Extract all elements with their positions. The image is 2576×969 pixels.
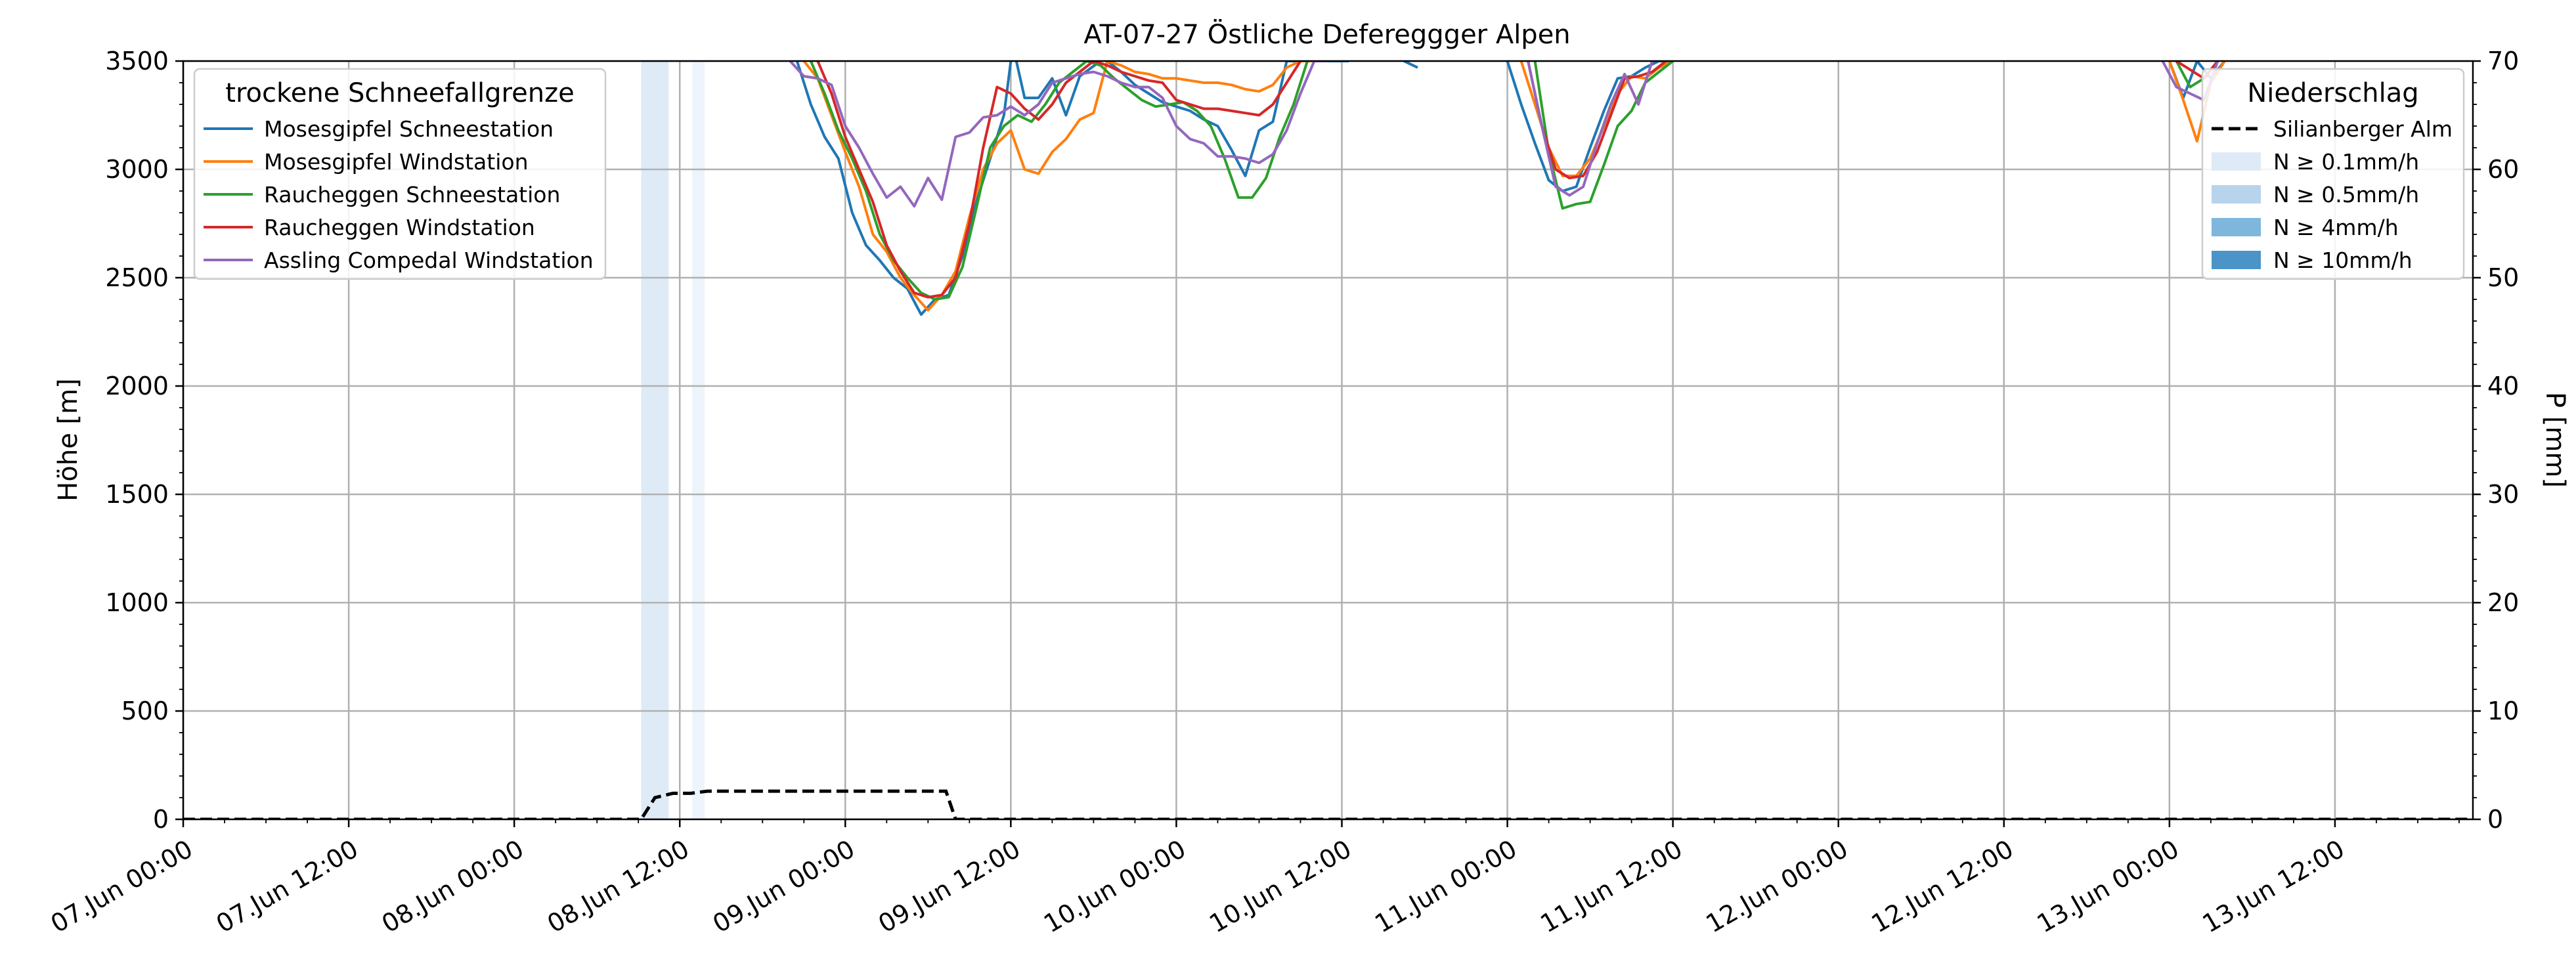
y-tick-label-left: 1500: [105, 480, 169, 509]
legend-right: Niederschlag Silianberger Alm N ≥ 0.1mm/h…: [2201, 68, 2465, 280]
series-line: [795, 61, 2226, 316]
legend-right-title: Niederschlag: [2247, 78, 2418, 108]
y-tick-label-right: 30: [2487, 480, 2519, 509]
y-tick-label-left: 2000: [105, 372, 169, 400]
precip-span: [641, 61, 669, 819]
precip-spans: [641, 61, 705, 819]
legend-right-box: [2201, 68, 2465, 280]
legend-right-label: N ≥ 4mm/h: [2273, 215, 2399, 240]
legend-right-label: N ≥ 0.5mm/h: [2273, 182, 2419, 207]
y-tick-label-right: 60: [2487, 155, 2519, 184]
y-tick-label-left: 500: [121, 697, 169, 725]
precip-span: [692, 61, 705, 819]
y-axis-label-right: P [mm]: [2540, 392, 2570, 488]
y-tick-label-right: 10: [2487, 697, 2519, 725]
legend-left-label: Assling Compedal Windstation: [264, 248, 594, 273]
legend-right-swatch: [2212, 185, 2261, 204]
legend-right-label: Silianberger Alm: [2273, 116, 2453, 142]
y-tick-label-right: 40: [2487, 372, 2519, 400]
y-tick-label-left: 0: [153, 805, 169, 834]
legend-left-label: Raucheggen Windstation: [264, 215, 535, 240]
legend-right-swatch: [2212, 152, 2261, 171]
y-tick-label-left: 3000: [105, 155, 169, 184]
precip-series-layer: [183, 789, 2473, 819]
legend-right-swatch: [2212, 251, 2261, 269]
y-tick-label-right: 0: [2487, 805, 2503, 834]
y-tick-label-right: 20: [2487, 588, 2519, 617]
chart-title: AT-07-27 Östliche Defereggger Alpen: [1083, 18, 1570, 50]
legend-right-label: N ≥ 10mm/h: [2273, 248, 2412, 273]
legend-right-swatch: [2212, 218, 2261, 236]
legend-right-label: N ≥ 0.1mm/h: [2273, 149, 2419, 175]
y-axis-label-left: Höhe [m]: [53, 378, 83, 501]
legend-left-label: Mosesgipfel Schneestation: [264, 116, 554, 142]
legend-left: trockene Schneefallgrenze Mosesgipfel Sc…: [193, 68, 607, 280]
ticks: [175, 60, 2481, 827]
y-tick-label-left: 2500: [105, 263, 169, 292]
legend-left-box: [193, 68, 607, 280]
y-tick-label-right: 70: [2487, 47, 2519, 75]
y-tick-label-left: 1000: [105, 588, 169, 617]
y-tick-label-right: 50: [2487, 263, 2519, 292]
precip-line: [183, 789, 2473, 819]
plot-frame: [182, 60, 2474, 821]
legend-left-title: trockene Schneefallgrenze: [225, 78, 574, 108]
legend-left-label: Raucheggen Schneestation: [264, 182, 560, 207]
legend-left-label: Mosesgipfel Windstation: [264, 149, 529, 175]
y-tick-label-left: 3500: [105, 47, 169, 75]
